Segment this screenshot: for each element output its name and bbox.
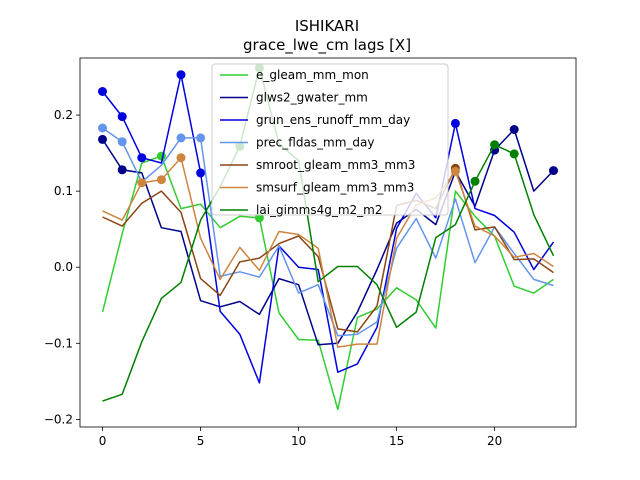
y-tick-label-2: 0.0 [54, 260, 73, 274]
data-point-grun_ens_runoff_mm_day-2 [137, 153, 147, 163]
data-point-prec_fldas_mm_day-1 [117, 137, 127, 147]
series-line-lai_gimms4g_m2_m2 [102, 67, 555, 402]
data-point-smsurf_gleam_mm3_mm3-4 [176, 153, 186, 163]
data-point-prec_fldas_mm_day-4 [176, 133, 186, 143]
data-point-glws2_gwater_mm-21 [509, 125, 519, 134]
axes-layer: 0 5 10 15 20 −0.2 −0.1 0.0 0.1 0.2 [44, 57, 577, 448]
series-line-grun_ens_runoff_mm_day [101, 73, 555, 384]
legend-label-grun_ens_runoff_mm_day: grun_ens_runoff_mm_day [256, 113, 410, 127]
x-tick-label-0: 0 [99, 434, 107, 448]
x-tick-label-15: 15 [389, 434, 404, 448]
data-point-grun_ens_runoff_mm_day-1 [117, 112, 127, 122]
y-tick-label-3: 0.1 [54, 184, 73, 198]
legend: e_gleam_mm_mon glws2_gwater_mm grun_ens_ru… [211, 63, 449, 217]
series-line-smsurf_gleam_mm3_mm3 [102, 156, 554, 348]
data-point-grun_ens_runoff_mm_day-4 [176, 70, 186, 80]
plot-frame [79, 57, 577, 428]
data-point-e_gleam_mm_mon-8 [254, 213, 264, 223]
series-line-e_gleam_mm_mon [101, 155, 554, 411]
data-point-lai_gimms4g_m2_m2-20 [490, 140, 500, 150]
series-line-glws2_gwater_mm [101, 128, 555, 346]
y-tick-label-0: −0.2 [44, 412, 73, 426]
data-point-smsurf_gleam_mm3_mm3-2 [137, 178, 147, 188]
legend-label-smroot_gleam_mm3_mm3: smroot_gleam_mm3_mm3 [256, 158, 415, 172]
data-point-smsurf_gleam_mm3_mm3-18 [450, 166, 460, 176]
chart-title: ISHIKARI [295, 17, 359, 35]
data-point-grun_ens_runoff_mm_day-0 [98, 87, 107, 96]
data-point-e_gleam_mm_mon-3 [156, 151, 166, 161]
x-tick-label-10: 10 [291, 434, 306, 448]
legend-label-e_gleam_mm_mon: e_gleam_mm_mon [256, 68, 369, 82]
chart-subtitle: grace_lwe_cm lags [X] [243, 36, 411, 55]
legend-box [211, 63, 449, 216]
series-line-prec_fldas_mm_day [102, 127, 554, 337]
data-point-prec_fldas_mm_day-5 [196, 133, 206, 143]
data-point-lai_gimms4g_m2_m2-19 [470, 176, 480, 186]
legend-label-lai_gimms4g_m2_m2: lai_gimms4g_m2_m2 [256, 203, 383, 217]
x-tick-label-20: 20 [487, 434, 502, 448]
series-layer [98, 63, 558, 411]
y-tick-label-4: 0.2 [54, 108, 73, 122]
data-point-smsurf_gleam_mm3_mm3-3 [156, 175, 166, 185]
x-tick-label-5: 5 [197, 434, 205, 448]
data-point-glws2_gwater_mm-1 [117, 165, 127, 175]
data-point-glws2_gwater_mm-0 [98, 134, 107, 144]
data-point-prec_fldas_mm_day-0 [98, 123, 107, 133]
data-point-glws2_gwater_mm-23 [549, 166, 558, 176]
legend-label-prec_fldas_mm_day: prec_fldas_mm_day [256, 136, 375, 150]
data-point-lai_gimms4g_m2_m2-21 [509, 149, 519, 159]
data-point-grun_ens_runoff_mm_day-5 [196, 168, 206, 178]
data-point-grun_ens_runoff_mm_day-18 [450, 118, 460, 128]
y-tick-label-1: −0.1 [44, 336, 73, 350]
legend-label-smsurf_gleam_mm3_mm3: smsurf_gleam_mm3_mm3 [256, 181, 414, 195]
series-line-smroot_gleam_mm3_mm3 [102, 167, 554, 333]
legend-label-glws2_gwater_mm: glws2_gwater_mm [256, 91, 368, 105]
